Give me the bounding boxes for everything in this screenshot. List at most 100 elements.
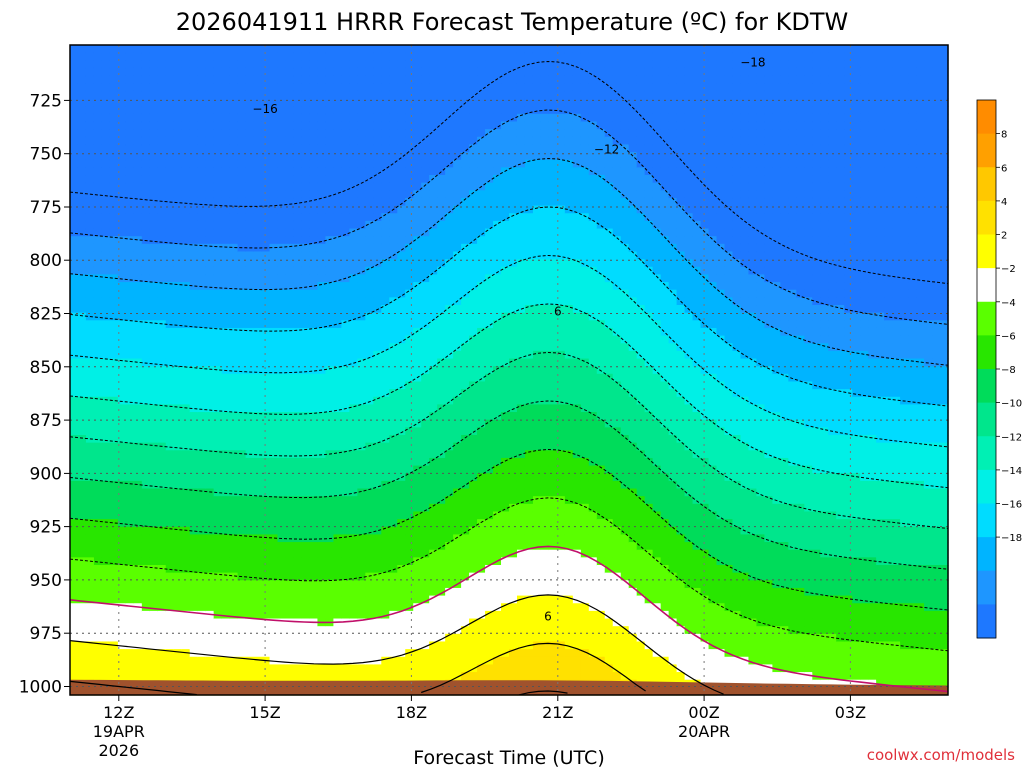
fill-cell [301, 243, 311, 253]
fill-cell [261, 526, 271, 536]
fill-cell [461, 656, 470, 666]
fill-cell [133, 618, 143, 627]
fill-cell [245, 60, 255, 69]
fill-cell [221, 45, 231, 54]
fill-cell [125, 305, 135, 314]
fill-cell [309, 45, 319, 54]
fill-cell [532, 197, 542, 207]
fill-cell [501, 572, 510, 581]
fill-cell [173, 435, 183, 444]
fill-cell [133, 197, 143, 207]
fill-cell [381, 167, 390, 176]
fill-cell [149, 412, 159, 421]
fill-cell [85, 412, 95, 421]
fill-cell [317, 129, 327, 138]
fill-cell [485, 511, 494, 520]
fill-cell [389, 98, 398, 107]
fill-cell [125, 519, 135, 528]
fill-cell [485, 381, 494, 390]
fill-cell [325, 633, 334, 643]
fill-cell [493, 289, 502, 298]
fill-cell [109, 626, 119, 635]
fill-cell [317, 266, 327, 276]
fill-cell [421, 480, 430, 490]
fill-cell [437, 266, 446, 276]
fill-cell [117, 503, 127, 513]
fill-cell [205, 656, 215, 666]
fill-cell [229, 633, 239, 643]
fill-cell [325, 442, 334, 451]
fill-cell [309, 633, 319, 643]
fill-cell [109, 320, 119, 329]
fill-cell [429, 90, 438, 100]
fill-cell [389, 526, 398, 536]
fill-cell [485, 182, 494, 191]
fill-cell [421, 213, 430, 222]
fill-cell [333, 511, 342, 520]
fill-cell [77, 626, 87, 635]
fill-cell [516, 167, 526, 176]
fill-cell [516, 121, 526, 130]
fill-cell [317, 457, 327, 467]
fill-cell [173, 335, 183, 344]
fill-cell [229, 366, 239, 375]
fill-cell [133, 557, 143, 566]
fill-cell [149, 167, 159, 176]
fill-cell [469, 419, 478, 428]
fill-cell [477, 90, 486, 100]
fill-cell [373, 366, 382, 375]
fill-cell [477, 649, 486, 658]
fill-cell [509, 106, 518, 115]
fill-cell [277, 259, 287, 268]
fill-cell [469, 350, 478, 360]
fill-cell [429, 557, 438, 566]
fill-cell [437, 90, 446, 100]
fill-cell [205, 404, 215, 413]
fill-cell [421, 129, 430, 138]
fill-cell [269, 327, 279, 337]
fill-cell [213, 106, 223, 115]
fill-cell [165, 672, 175, 681]
fill-cell [85, 327, 95, 337]
fill-cell [229, 595, 239, 604]
fill-cell [77, 572, 87, 581]
fill-cell [357, 228, 366, 237]
fill-cell [165, 259, 175, 268]
fill-cell [501, 60, 510, 69]
fill-cell [181, 90, 191, 100]
fill-cell [524, 457, 534, 467]
fill-cell [485, 113, 494, 123]
fill-cell [317, 419, 327, 428]
fill-cell [341, 572, 350, 581]
fill-cell [293, 534, 303, 543]
fill-cell [189, 228, 199, 237]
fill-cell [501, 243, 510, 253]
fill-cell [405, 350, 414, 360]
fill-cell [70, 480, 79, 490]
fill-cell [341, 236, 350, 245]
fill-cell [269, 672, 279, 681]
fill-cell [469, 496, 478, 505]
fill-cell [245, 373, 255, 383]
fill-cell [70, 320, 79, 329]
fill-cell [301, 442, 311, 451]
fill-cell [261, 404, 271, 413]
fill-cell [85, 350, 95, 360]
fill-cell [93, 526, 103, 536]
fill-cell [149, 106, 159, 115]
fill-cell [389, 52, 398, 61]
fill-cell [269, 572, 279, 581]
fill-cell [237, 129, 247, 138]
fill-cell [293, 83, 303, 92]
fill-cell [221, 457, 231, 467]
fill-cell [501, 542, 510, 551]
fill-cell [317, 373, 327, 383]
fill-cell [461, 442, 470, 451]
fill-cell [509, 633, 518, 643]
fill-cell [317, 205, 327, 214]
fill-cell [301, 259, 311, 268]
fill-cell [269, 144, 279, 153]
fill-cell [70, 297, 79, 306]
fill-cell [205, 67, 215, 77]
fill-cell [381, 496, 390, 505]
